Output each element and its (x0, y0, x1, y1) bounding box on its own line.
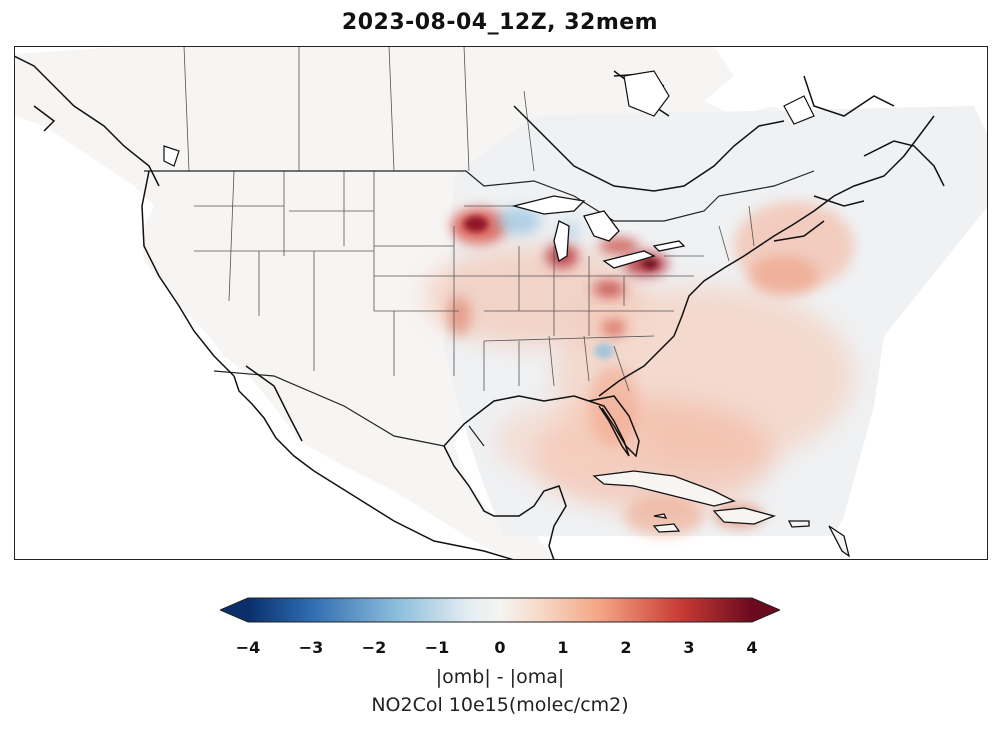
figure-title: 2023-08-04_12Z, 32mem (341, 10, 659, 35)
colorbar-extend-max (752, 598, 780, 622)
florida (588, 395, 640, 458)
colorbar-ticks: −4 −3 −2 −1 0 1 2 3 4 (0, 638, 1000, 662)
colorbar-tick: −1 (424, 638, 450, 657)
northern-islands (163, 70, 815, 167)
great-lakes (511, 195, 686, 269)
colorbar-tick: 3 (683, 638, 695, 657)
coastlines (14, 55, 945, 560)
colorbar-tick: 4 (746, 638, 758, 657)
colorbar-tick: −2 (361, 638, 387, 657)
country-borders (144, 170, 815, 447)
map-frame (14, 46, 988, 560)
colorbar-tick: −4 (235, 638, 261, 657)
colorbar (220, 597, 780, 623)
colorbar-gradient (248, 598, 752, 622)
colorbar-label-line1: |omb| - |oma| (435, 666, 565, 688)
colorbar-tick: 1 (557, 638, 569, 657)
map-panel (14, 46, 988, 560)
caribbean-islands (592, 470, 851, 558)
colorbar-tick: 2 (620, 638, 632, 657)
colorbar-tick: 0 (494, 638, 506, 657)
colorbar-tick: −3 (298, 638, 324, 657)
colorbar-extend-min (220, 598, 248, 622)
colorbar-outline (220, 597, 780, 623)
colorbar-label-line2: NO2Col 10e15(molec/cm2) (371, 694, 629, 716)
